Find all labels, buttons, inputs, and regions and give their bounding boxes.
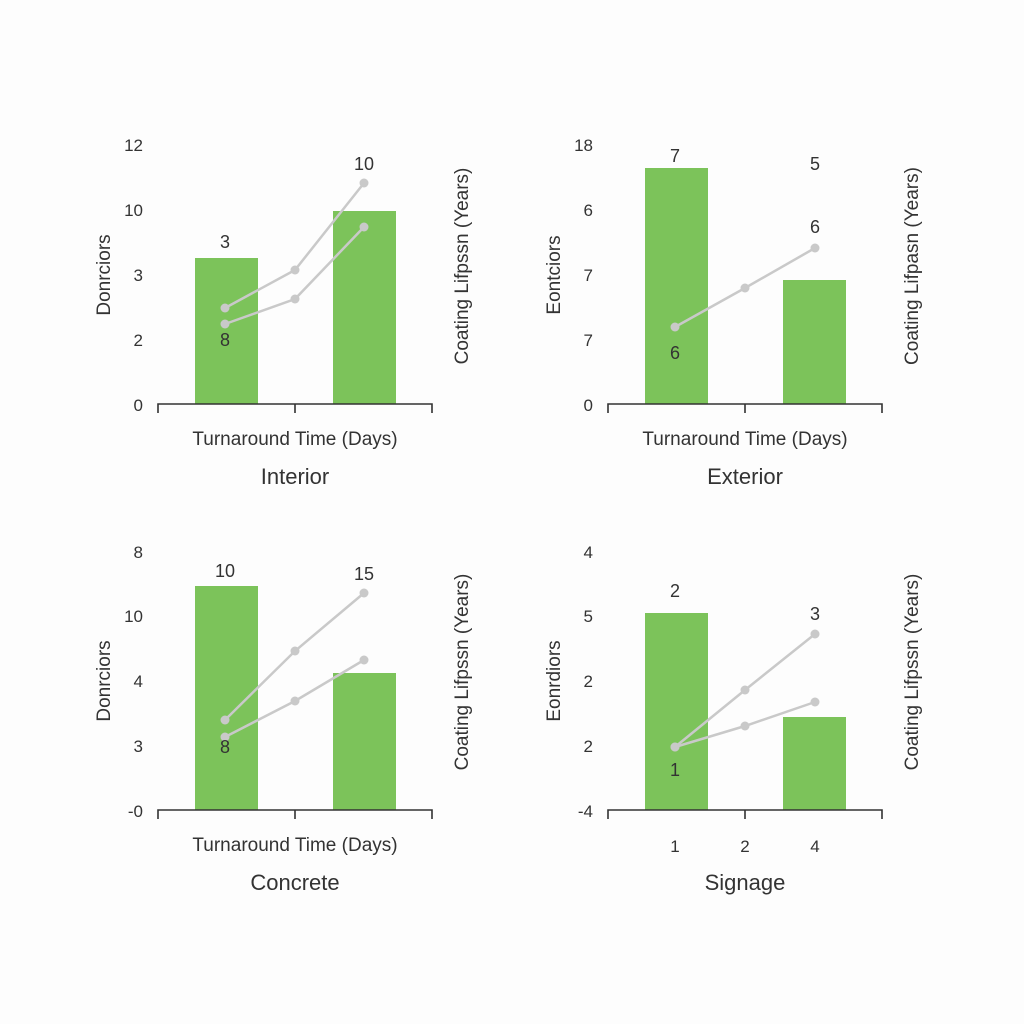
line-point-marker[interactable] [359,222,369,232]
x-axis [607,403,883,413]
y-axis-label-right: Coating Lifpssn (Years) [902,574,923,771]
bar[interactable] [783,280,846,404]
line-point-marker[interactable] [220,715,230,725]
y-axis-label-left: Donrciors [94,234,115,315]
line-point-marker[interactable] [290,265,300,275]
x-axis [157,809,433,819]
y-tick-label: 4 [584,543,593,562]
x-axis-label: Turnaround Time (Days) [192,835,397,856]
y-tick-label: 10 [124,607,143,626]
data-label: 7 [670,146,680,166]
y-tick-label: 3 [134,737,143,756]
data-label: 3 [220,232,230,252]
x-axis [607,809,883,819]
line-point-marker[interactable] [290,646,300,656]
data-label: 2 [670,581,680,601]
y-tick-label: 5 [584,607,593,626]
line-point-marker[interactable] [290,696,300,706]
line-point-marker[interactable] [290,294,300,304]
line-point-marker[interactable] [670,322,680,332]
data-label: 8 [220,737,230,757]
data-label: 3 [810,604,820,624]
y-tick-label: 3 [134,266,143,285]
y-tick-label: 2 [584,672,593,691]
y-tick-label: 7 [584,331,593,350]
y-axis-label-left: Eonrdiors [544,640,565,721]
y-tick-label: 10 [124,201,143,220]
y-tick-label: 0 [134,396,143,415]
x-tick-label: 4 [810,837,819,856]
y-tick-label: 7 [584,266,593,285]
y-tick-label: 6 [584,201,593,220]
panel-signage: 4 5 2 2 -4 Eonrdiors Coating Lifpssn (Years) 2 3… [544,543,923,895]
data-label: 6 [670,343,680,363]
data-label: 15 [354,564,374,584]
y-axis-label-right: Coating Lifpasn (Years) [902,167,923,365]
panel-title: Interior [261,464,329,489]
y-tick-label: 4 [134,672,143,691]
y-tick-label: 2 [584,737,593,756]
panel-title: Exterior [707,464,783,489]
line-point-marker[interactable] [670,742,680,752]
line-point-marker[interactable] [220,303,230,313]
panel-interior: 12 10 3 2 0 Donrciors Coating Lifpssn (Years) 3… [94,136,473,489]
panel-title: Signage [705,870,786,895]
y-tick-label: -4 [578,802,593,821]
line-point-marker[interactable] [359,178,369,188]
x-tick-label: 2 [740,837,749,856]
line-point-marker[interactable] [220,732,230,742]
line-point-marker[interactable] [220,319,230,329]
line-point-marker[interactable] [359,588,369,598]
y-tick-label: 2 [134,331,143,350]
panel-concrete: 8 10 4 3 -0 Donrciors Coating Lifpssn (Years) 1… [94,543,473,895]
line-point-marker[interactable] [810,629,820,639]
y-axis-label-left: Eontciors [544,235,565,314]
panel-title: Concrete [250,870,339,895]
y-tick-label: 18 [574,136,593,155]
y-axis-label-left: Donrciors [94,640,115,721]
x-axis-label: Turnaround Time (Days) [642,429,847,450]
line-point-marker[interactable] [810,697,820,707]
data-label: 5 [810,154,820,174]
bar[interactable] [645,613,708,810]
line-point-marker[interactable] [810,243,820,253]
x-axis [157,403,433,413]
y-tick-label: 12 [124,136,143,155]
data-label: 8 [220,330,230,350]
line-point-marker[interactable] [740,721,750,731]
y-axis-label-right: Coating Lifpssn (Years) [452,574,473,771]
data-label: 6 [810,217,820,237]
bar[interactable] [195,258,258,404]
data-label: 10 [215,561,235,581]
line-point-marker[interactable] [740,283,750,293]
line-point-marker[interactable] [740,685,750,695]
bar[interactable] [333,673,396,810]
panel-exterior: 18 6 7 7 0 Eontciors Coating Lifpasn (Years) 7 5… [544,136,923,489]
bar[interactable] [783,717,846,810]
x-axis-label: Turnaround Time (Days) [192,429,397,450]
y-axis-label-right: Coating Lifpssn (Years) [452,168,473,365]
line-point-marker[interactable] [359,655,369,665]
bar[interactable] [645,168,708,404]
x-tick-label: 1 [670,837,679,856]
y-tick-label: -0 [128,802,143,821]
y-tick-label: 8 [134,543,143,562]
y-tick-label: 0 [584,396,593,415]
bar[interactable] [333,211,396,404]
data-label: 1 [670,760,680,780]
data-label: 10 [354,154,374,174]
